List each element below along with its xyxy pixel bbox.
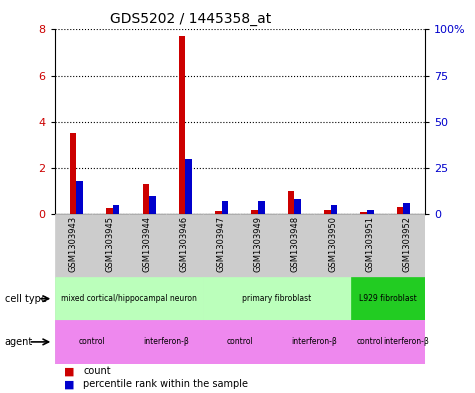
- Bar: [277, 214, 314, 277]
- Bar: [203, 277, 351, 320]
- Bar: [351, 320, 388, 364]
- Text: control: control: [78, 338, 105, 346]
- Text: ■: ■: [64, 379, 75, 389]
- Text: cell type: cell type: [5, 294, 47, 304]
- Bar: [203, 320, 277, 364]
- Text: primary fibroblast: primary fibroblast: [242, 294, 312, 303]
- Bar: [215, 211, 222, 214]
- Bar: [129, 320, 203, 364]
- Bar: [294, 199, 301, 214]
- Bar: [106, 208, 113, 214]
- Text: GSM1303947: GSM1303947: [217, 216, 226, 272]
- Text: GSM1303950: GSM1303950: [328, 216, 337, 272]
- Bar: [397, 207, 403, 214]
- Bar: [351, 277, 425, 320]
- Bar: [166, 214, 203, 277]
- Bar: [179, 37, 185, 214]
- Text: interferon-β: interferon-β: [291, 338, 337, 346]
- Text: GDS5202 / 1445358_at: GDS5202 / 1445358_at: [110, 12, 271, 26]
- Bar: [76, 181, 83, 214]
- Bar: [367, 211, 373, 214]
- Bar: [331, 205, 337, 214]
- Bar: [55, 277, 203, 320]
- Bar: [388, 320, 425, 364]
- Text: control: control: [227, 338, 253, 346]
- Text: control: control: [356, 338, 383, 346]
- Bar: [129, 214, 166, 277]
- Bar: [314, 214, 351, 277]
- Bar: [92, 214, 129, 277]
- Bar: [240, 214, 277, 277]
- Bar: [258, 201, 265, 214]
- Bar: [142, 184, 149, 214]
- Text: GSM1303952: GSM1303952: [402, 216, 411, 272]
- Text: GSM1303948: GSM1303948: [291, 216, 300, 272]
- Text: interferon-β: interferon-β: [384, 338, 429, 346]
- Text: GSM1303951: GSM1303951: [365, 216, 374, 272]
- Bar: [277, 320, 351, 364]
- Bar: [113, 205, 119, 214]
- Bar: [251, 209, 258, 214]
- Bar: [203, 214, 240, 277]
- Text: GSM1303944: GSM1303944: [143, 216, 152, 272]
- Bar: [403, 203, 410, 214]
- Bar: [149, 196, 156, 214]
- Text: GSM1303946: GSM1303946: [180, 216, 189, 272]
- Text: GSM1303949: GSM1303949: [254, 216, 263, 272]
- Text: percentile rank within the sample: percentile rank within the sample: [83, 379, 248, 389]
- Bar: [185, 159, 192, 214]
- Bar: [351, 214, 388, 277]
- Text: GSM1303945: GSM1303945: [106, 216, 114, 272]
- Text: agent: agent: [5, 337, 33, 347]
- Bar: [288, 191, 294, 214]
- Bar: [55, 320, 129, 364]
- Text: interferon-β: interferon-β: [143, 338, 189, 346]
- Bar: [222, 201, 228, 214]
- Text: mixed cortical/hippocampal neuron: mixed cortical/hippocampal neuron: [61, 294, 197, 303]
- Text: count: count: [83, 366, 111, 376]
- Bar: [361, 212, 367, 214]
- Text: L929 fibroblast: L929 fibroblast: [359, 294, 417, 303]
- Bar: [324, 209, 331, 214]
- Bar: [55, 214, 92, 277]
- Text: ■: ■: [64, 366, 75, 376]
- Bar: [388, 214, 425, 277]
- Bar: [70, 133, 76, 214]
- Text: GSM1303943: GSM1303943: [69, 216, 77, 272]
